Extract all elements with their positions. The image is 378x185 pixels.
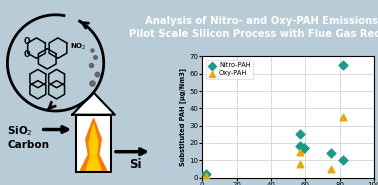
Nitro-PAH	[340, 64, 346, 67]
Point	[89, 48, 95, 51]
Polygon shape	[86, 124, 101, 170]
Nitro-PAH	[297, 145, 303, 148]
Oxy-PAH	[203, 174, 209, 177]
Legend: Nitro-PAH, Oxy-PAH: Nitro-PAH, Oxy-PAH	[206, 60, 253, 79]
Nitro-PAH	[297, 133, 303, 136]
Polygon shape	[76, 115, 111, 172]
Oxy-PAH	[297, 162, 303, 165]
Text: SiO$_2$
Carbon: SiO$_2$ Carbon	[8, 124, 50, 150]
Nitro-PAH	[203, 173, 209, 176]
Oxy-PAH	[328, 167, 334, 170]
Nitro-PAH	[301, 147, 307, 150]
Polygon shape	[72, 92, 115, 115]
Text: Si: Si	[129, 158, 141, 171]
Point	[88, 63, 94, 66]
Nitro-PAH	[301, 147, 307, 150]
Point	[94, 73, 100, 75]
Nitro-PAH	[328, 152, 334, 155]
Y-axis label: Substituted PAH [µg/Nm3]: Substituted PAH [µg/Nm3]	[179, 68, 186, 166]
Oxy-PAH	[297, 150, 303, 153]
Point	[89, 82, 95, 85]
Polygon shape	[81, 118, 107, 170]
Text: NO$_2$: NO$_2$	[70, 41, 86, 52]
Nitro-PAH	[340, 159, 346, 162]
Text: Analysis of Nitro- and Oxy-PAH Emissions from a
Pilot Scale Silicon Process with: Analysis of Nitro- and Oxy-PAH Emissions…	[129, 16, 378, 39]
Oxy-PAH	[340, 115, 346, 119]
Text: O: O	[23, 50, 30, 59]
Text: O: O	[23, 37, 30, 46]
Point	[92, 56, 98, 59]
